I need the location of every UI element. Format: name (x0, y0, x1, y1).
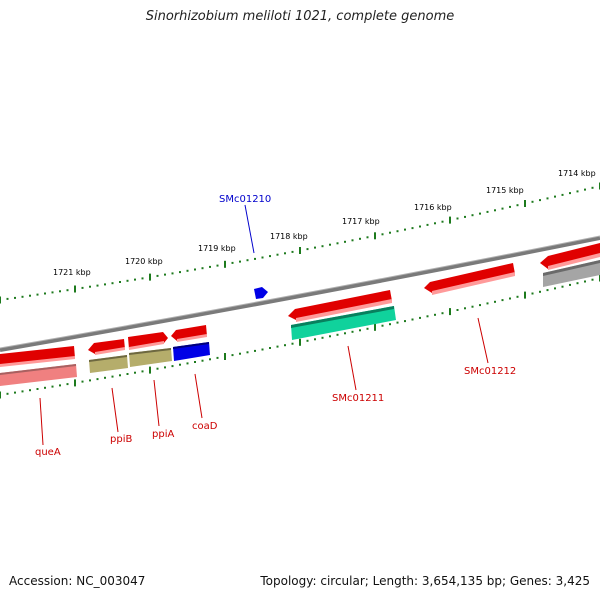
feature-ppiB[interactable] (88, 339, 125, 355)
gene-label-SMc01212[interactable]: SMc01212 (464, 366, 516, 377)
gene-label-ppiA[interactable]: ppiA (152, 429, 174, 440)
feature-queA-pseudo[interactable] (0, 364, 77, 386)
feature-ppiA[interactable] (128, 332, 168, 350)
feature-coaD[interactable] (171, 325, 207, 342)
kbp-label-1719: 1719 kbp (198, 244, 236, 253)
outer-scale-ticks (0, 182, 600, 304)
gene-label-coaD[interactable]: coaD (192, 421, 218, 432)
map-title: Sinorhizobium meliloti 1021, complete ge… (145, 9, 455, 24)
feature-SMc01211[interactable] (288, 290, 392, 322)
leader-lines (39, 204, 489, 446)
feature-right-gray[interactable] (543, 260, 600, 287)
feature-SMc01210[interactable] (254, 287, 268, 299)
kbp-labels: 1721 kbp 1720 kbp 1719 kbp 1718 kbp 1717… (53, 169, 596, 277)
gene-label-SMc01211[interactable]: SMc01211 (332, 393, 384, 404)
kbp-label-1716: 1716 kbp (414, 203, 452, 212)
kbp-label-1715: 1715 kbp (486, 186, 524, 195)
genome-backbone (0, 236, 600, 352)
feature-right-red[interactable] (540, 243, 600, 270)
feature-queA[interactable] (0, 346, 75, 367)
feature-SMc01212[interactable] (424, 263, 515, 295)
kbp-label-1717: 1717 kbp (342, 217, 380, 226)
feature-ppiA-olive[interactable] (129, 348, 172, 367)
gene-label-SMc01210[interactable]: SMc01210 (219, 194, 271, 205)
gene-label-queA[interactable]: queA (35, 447, 61, 458)
kbp-label-1718: 1718 kbp (270, 232, 308, 241)
kbp-label-1720: 1720 kbp (125, 257, 163, 266)
kbp-label-1714: 1714 kbp (558, 169, 596, 178)
kbp-label-1721: 1721 kbp (53, 268, 91, 277)
feature-SMc01211-teal[interactable] (291, 306, 396, 340)
footer-accession: Accession: NC_003047 (9, 574, 146, 588)
inner-scale-ticks (0, 274, 600, 399)
footer-stats: Topology: circular; Length: 3,654,135 bp… (260, 574, 590, 588)
feature-ppiB-olive[interactable] (89, 355, 128, 373)
gene-label-ppiB[interactable]: ppiB (110, 434, 132, 445)
feature-coaD-blue[interactable] (173, 342, 210, 361)
